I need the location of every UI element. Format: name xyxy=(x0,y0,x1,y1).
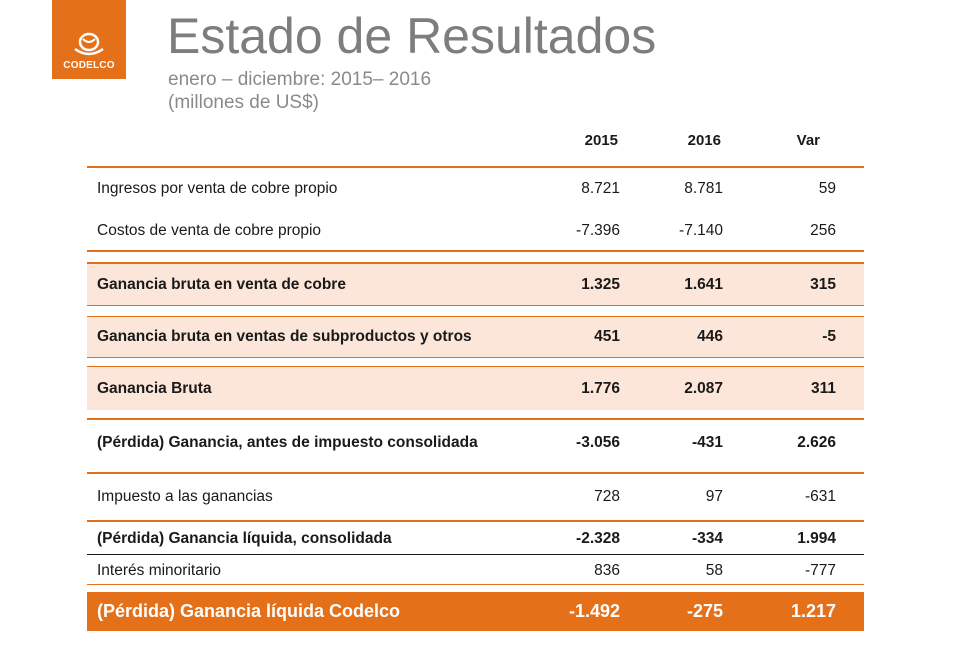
column-header-2015: 2015 xyxy=(584,132,618,149)
value-2015: 728 xyxy=(594,488,620,505)
table-row: Ganancia bruta en ventas de subproductos… xyxy=(87,316,864,358)
row-label: (Pérdida) Ganancia líquida Codelco xyxy=(97,601,401,621)
table-row: Ganancia Bruta 1.776 2.087 311 xyxy=(87,366,864,410)
value-var: 315 xyxy=(810,275,836,293)
table-total-row: (Pérdida) Ganancia líquida Codelco -1.49… xyxy=(87,592,864,631)
value-var: 2.626 xyxy=(797,434,836,451)
value-2015: 8.721 xyxy=(581,180,620,197)
table-row: (Pérdida) Ganancia, antes de impuesto co… xyxy=(87,424,864,462)
value-2016: -431 xyxy=(691,434,723,451)
value-2016: 2.087 xyxy=(684,379,723,397)
column-header-var: Var xyxy=(796,132,820,149)
table-divider xyxy=(87,520,864,522)
value-2015: -2.328 xyxy=(576,530,620,547)
column-header-2016: 2016 xyxy=(687,132,721,149)
table-row: Ingresos por venta de cobre propio 8.721… xyxy=(87,172,864,206)
row-label: Ganancia Bruta xyxy=(97,379,212,397)
row-label: Ganancia bruta en venta de cobre xyxy=(97,275,346,293)
row-label: Impuesto a las ganancias xyxy=(97,488,273,505)
table-divider xyxy=(87,250,864,252)
value-2016: 8.781 xyxy=(684,180,723,197)
table-divider xyxy=(87,472,864,474)
table-divider xyxy=(87,418,864,420)
value-var: 59 xyxy=(818,180,836,197)
page-title: Estado de Resultados xyxy=(167,8,657,64)
value-2016: 1.641 xyxy=(684,275,723,293)
codelco-emblem-icon xyxy=(74,32,104,56)
value-2016: 446 xyxy=(697,328,723,345)
row-label: Interés minoritario xyxy=(97,562,222,579)
value-var: -777 xyxy=(804,562,836,579)
row-label: Ganancia bruta en ventas de subproductos… xyxy=(97,328,472,345)
value-2015: -7.396 xyxy=(576,222,620,239)
table-row: Ganancia bruta en venta de cobre 1.325 1… xyxy=(87,264,864,306)
value-var: 256 xyxy=(810,222,836,239)
table-divider xyxy=(87,262,864,264)
value-2015: 836 xyxy=(594,562,620,579)
row-label: Costos de venta de cobre propio xyxy=(97,222,322,239)
value-2016: -275 xyxy=(686,601,723,621)
table-row: Interés minoritario 836 58 -777 xyxy=(87,558,864,585)
subtitle-units: (millones de US$) xyxy=(168,92,319,113)
value-2016: -334 xyxy=(691,530,723,547)
page-subtitle: enero – diciembre: 2015– 2016 (millones … xyxy=(168,68,431,114)
value-2015: 451 xyxy=(594,328,620,345)
value-2016: 58 xyxy=(705,562,723,579)
row-label: Ingresos por venta de cobre propio xyxy=(97,180,338,197)
value-2015: 1.325 xyxy=(581,275,620,293)
row-label: (Pérdida) Ganancia líquida, consolidada xyxy=(97,530,392,547)
value-var: 1.994 xyxy=(797,530,836,547)
subtitle-period: enero – diciembre: 2015– 2016 xyxy=(168,69,432,90)
value-2016: -7.140 xyxy=(679,222,723,239)
table-row: (Pérdida) Ganancia líquida, consolidada … xyxy=(87,524,864,555)
value-var: 311 xyxy=(810,379,836,397)
logo-text: CODELCO xyxy=(63,60,115,71)
value-var: -631 xyxy=(804,488,836,505)
value-2015: -1.492 xyxy=(568,601,620,621)
value-var: -5 xyxy=(822,328,836,345)
value-2016: 97 xyxy=(705,488,723,505)
codelco-logo: CODELCO xyxy=(52,0,126,79)
row-label: (Pérdida) Ganancia, antes de impuesto co… xyxy=(97,434,478,451)
value-var: 1.217 xyxy=(790,601,836,621)
table-row: Impuesto a las ganancias 728 97 -631 xyxy=(87,478,864,516)
table-divider xyxy=(87,166,864,168)
table-row: Costos de venta de cobre propio -7.396 -… xyxy=(87,214,864,248)
value-2015: -3.056 xyxy=(576,434,620,451)
value-2015: 1.776 xyxy=(581,379,620,397)
